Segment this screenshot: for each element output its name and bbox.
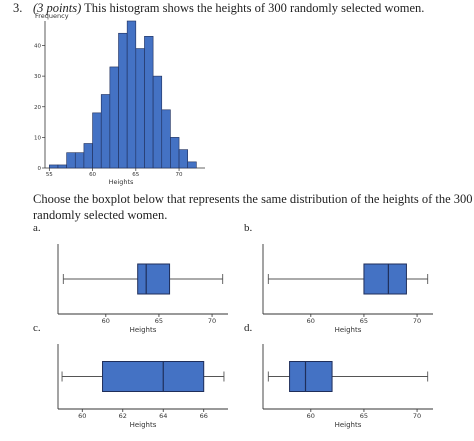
histogram-bar (135, 48, 145, 169)
x-tick-label: 60 (89, 172, 96, 178)
x-tick-label: 65 (132, 172, 139, 178)
histogram-bar (161, 109, 171, 169)
x-tick-label: 65 (360, 317, 368, 325)
question-prompt: Choose the boxplot below that represents… (33, 192, 473, 222)
histogram-bar (83, 143, 93, 169)
x-tick-label: 70 (176, 172, 183, 178)
question-text: (3 points) This histogram shows the heig… (33, 1, 424, 16)
boxplot-c: 60 62 64 66 Heights (57, 344, 228, 429)
x-tick-label: 64 (159, 412, 167, 420)
histogram-bar (170, 137, 180, 169)
box-iqr (102, 361, 205, 392)
histogram: Frequency 0 10 20 30 40 55 60 65 70 Heights (34, 12, 205, 186)
boxplot-b: 60 65 70 Heights (262, 244, 433, 334)
histogram-bar (100, 94, 111, 169)
option-label-c: c. (33, 322, 41, 334)
y-tick-label: 40 (34, 44, 41, 50)
boxplot-a: 60 65 70 Heights (57, 244, 228, 334)
box-iqr (363, 263, 407, 295)
x-axis-label: Heights (335, 326, 362, 334)
y-tick-label: 20 (34, 105, 41, 111)
x-axis-label: Heights (130, 421, 157, 429)
histogram-bar (109, 66, 119, 169)
box-iqr (289, 361, 333, 392)
boxplot-d: 60 65 70 Heights (262, 344, 433, 429)
histogram-bar (49, 164, 59, 169)
x-tick-label: 60 (307, 317, 315, 325)
y-tick-label: 10 (34, 135, 41, 141)
option-label-b: b. (244, 222, 253, 234)
question-number: 3. (13, 1, 23, 15)
question-statement: This histogram shows the heights of 300 … (84, 1, 425, 15)
histogram-bar (187, 161, 197, 169)
x-axis-label: Heights (130, 326, 157, 334)
y-tick-label: 30 (34, 74, 41, 80)
option-label-d: d. (244, 322, 253, 334)
histogram-bar (74, 152, 85, 169)
x-tick-label: 62 (119, 412, 127, 420)
histogram-bar (66, 152, 76, 169)
x-tick-label: 70 (413, 412, 421, 420)
x-tick-label: 70 (208, 317, 216, 325)
histogram-bar (118, 32, 128, 169)
x-axis-label: Heights (109, 178, 134, 186)
histogram-bar (144, 36, 154, 169)
x-tick-label: 66 (200, 412, 208, 420)
x-tick-label: 55 (46, 172, 53, 178)
option-label-a: a. (33, 222, 41, 234)
y-axis-label: Frequency (35, 12, 69, 20)
y-tick-label: 0 (38, 166, 42, 172)
histogram-bar (57, 164, 67, 169)
x-tick-label: 60 (78, 412, 86, 420)
x-tick-label: 70 (413, 317, 421, 325)
histogram-bar (92, 112, 102, 169)
x-axis-label: Heights (335, 421, 362, 429)
x-tick-label: 65 (360, 412, 368, 420)
question-points: (3 points) (33, 1, 82, 15)
histogram-bar (126, 20, 137, 169)
x-tick-label: 65 (155, 317, 163, 325)
x-tick-label: 60 (307, 412, 315, 420)
box-iqr (137, 263, 171, 295)
histogram-bar (152, 75, 163, 169)
histogram-bar (178, 149, 189, 169)
x-tick-label: 60 (102, 317, 110, 325)
